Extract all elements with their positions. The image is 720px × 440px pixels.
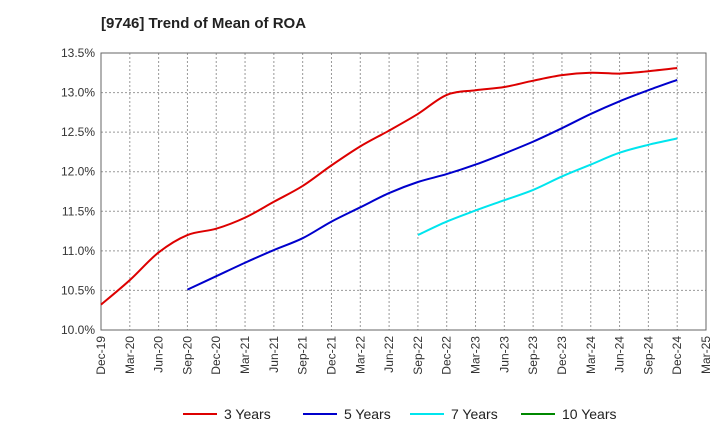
x-tick-label: Dec-19 bbox=[94, 336, 108, 375]
x-tick-label: Jun-20 bbox=[152, 336, 166, 373]
y-tick-label: 11.5% bbox=[62, 204, 95, 218]
x-tick-label: Sep-21 bbox=[296, 336, 310, 375]
x-tick-label: Jun-24 bbox=[613, 336, 627, 373]
legend: 3 Years 5 Years 7 Years 10 Years bbox=[183, 406, 617, 422]
x-tick-label: Mar-20 bbox=[123, 336, 137, 374]
legend-label-7-years: 7 Years bbox=[451, 406, 498, 422]
x-tick-label: Dec-22 bbox=[440, 336, 454, 375]
y-tick-label: 12.0% bbox=[61, 165, 95, 179]
legend-label-5-years: 5 Years bbox=[344, 406, 391, 422]
y-tick-label: 11.0% bbox=[62, 244, 95, 258]
series-lines bbox=[100, 67, 678, 306]
x-tick-label: Mar-22 bbox=[353, 336, 367, 374]
x-tick-label: Sep-22 bbox=[411, 336, 425, 375]
y-tick-label: 13.0% bbox=[61, 86, 95, 100]
legend-label-3-years: 3 Years bbox=[224, 406, 271, 422]
y-tick-label: 13.5% bbox=[61, 46, 95, 60]
chart-title: [9746] Trend of Mean of ROA bbox=[101, 15, 306, 32]
x-tick-label: Mar-23 bbox=[469, 336, 483, 374]
grid-lines bbox=[101, 53, 706, 330]
x-tick-label: Mar-24 bbox=[584, 336, 598, 374]
x-axis: Dec-19 Mar-20 Jun-20 Sep-20 Dec-20 Mar-21 Jun-… bbox=[94, 336, 713, 375]
plot-border bbox=[100, 52, 707, 331]
legend-label-10-years: 10 Years bbox=[562, 406, 617, 422]
x-tick-label: Jun-21 bbox=[267, 336, 281, 373]
x-tick-label: Jun-23 bbox=[497, 336, 511, 373]
y-tick-label: 12.5% bbox=[61, 125, 95, 139]
x-tick-label: Dec-24 bbox=[670, 336, 684, 375]
x-tick-label: Jun-22 bbox=[382, 336, 396, 373]
x-tick-label: Dec-23 bbox=[555, 336, 569, 375]
x-tick-label: Sep-24 bbox=[641, 336, 655, 375]
x-tick-label: Dec-20 bbox=[209, 336, 223, 375]
x-tick-label: Sep-20 bbox=[180, 336, 194, 375]
x-tick-label: Mar-21 bbox=[238, 336, 252, 374]
series-line-3-years bbox=[100, 67, 678, 306]
series-line-7-years bbox=[417, 137, 678, 236]
x-tick-label: Dec-21 bbox=[324, 336, 338, 375]
y-axis: 10.0% 10.5% 11.0% 11.5% 12.0% 12.5% 13.0% 13.5% bbox=[61, 46, 95, 337]
series-line-5-years bbox=[187, 78, 678, 291]
y-tick-label: 10.5% bbox=[61, 283, 95, 297]
x-tick-label: Mar-25 bbox=[699, 336, 713, 374]
x-tick-label: Sep-23 bbox=[526, 336, 540, 375]
y-tick-label: 10.0% bbox=[61, 323, 95, 337]
